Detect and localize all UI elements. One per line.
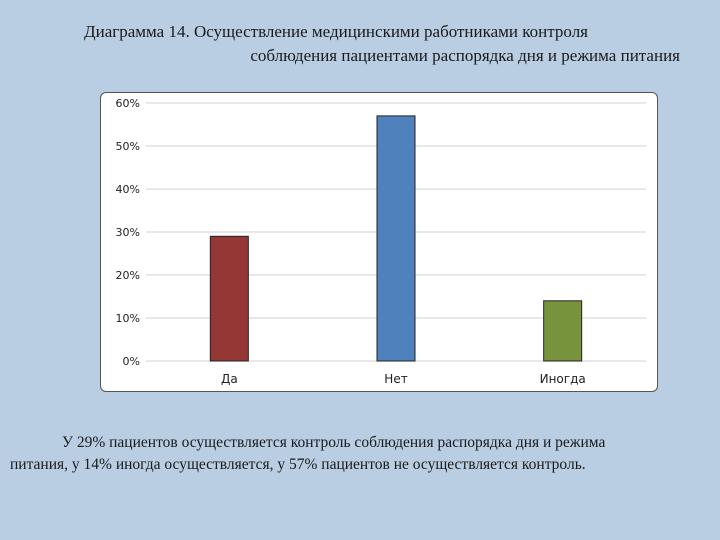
y-tick-label: 0% xyxy=(123,355,140,368)
title-line-2: соблюдения пациентами распорядка дня и р… xyxy=(250,46,680,65)
caption-line-1: У 29% пациентов осуществляется контроль … xyxy=(62,434,606,451)
x-tick-label: Нет xyxy=(384,372,407,386)
y-tick-label: 20% xyxy=(116,269,140,282)
y-tick-label: 30% xyxy=(116,226,140,239)
bar-chart: 0% 10% 20% 30% 40% 50% 60% Да Нет Иногда xyxy=(116,97,646,386)
bar xyxy=(209,235,249,362)
x-tick-label: Иногда xyxy=(540,372,586,386)
bar xyxy=(543,300,583,362)
chart-title: Диаграмма 14. Осуществление медицинскими… xyxy=(60,20,680,68)
bar xyxy=(376,115,416,362)
y-tick-label: 40% xyxy=(116,183,140,196)
title-line-1: Диаграмма 14. Осуществление медицинскими… xyxy=(84,22,588,41)
y-tick-label: 10% xyxy=(116,312,140,325)
caption: У 29% пациентов осуществляется контроль … xyxy=(10,432,710,476)
y-tick-label: 50% xyxy=(116,140,140,153)
chart-area: 0% 10% 20% 30% 40% 50% 60% Да Нет Иногда xyxy=(100,92,658,392)
y-tick-label: 60% xyxy=(116,97,140,110)
x-tick-label: Да xyxy=(221,372,238,386)
caption-line-2: питания, у 14% иногда осуществляется, у … xyxy=(10,456,586,473)
